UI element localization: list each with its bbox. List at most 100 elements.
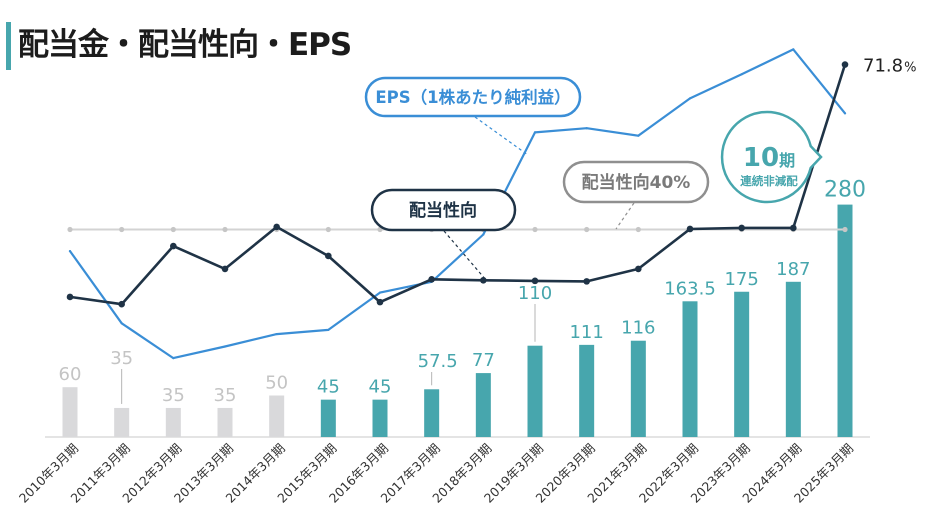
- eps-callout-label: EPS（1株あたり純利益）: [375, 87, 570, 107]
- dividend-bar: [114, 407, 130, 437]
- dividend-bar: [837, 204, 853, 437]
- dividend-value-label: 116: [621, 318, 655, 339]
- dividend-value-label: 77: [472, 350, 495, 371]
- eps-point: [637, 134, 640, 137]
- reference-line-dot: [842, 226, 848, 233]
- payout-ratio-point: [841, 61, 849, 68]
- streak-badge: 10期 連続非減配: [720, 110, 823, 204]
- dividend-bar: [475, 373, 491, 437]
- streak-count-unit: 期: [779, 151, 795, 170]
- dividend-value-label: 57.5: [418, 351, 458, 372]
- payout-ratio-callout: 配当性向: [370, 188, 517, 281]
- eps-line: [68, 48, 847, 360]
- streak-badge-bubble: [720, 110, 823, 204]
- dividend-value-label: 187: [776, 259, 810, 280]
- eps-point: [533, 131, 537, 134]
- streak-count-number: 10: [743, 143, 779, 173]
- title-accent-bar: [6, 22, 11, 70]
- eps-point: [585, 127, 588, 130]
- payout-ratio-point: [325, 252, 332, 260]
- eps-point: [223, 345, 227, 348]
- eps-point: [843, 112, 847, 115]
- reference-line-dot: [67, 226, 73, 233]
- dividend-bar: [785, 281, 801, 437]
- dividend-value-label: 110: [518, 283, 552, 304]
- payout-ratio-point: [118, 300, 125, 308]
- eps-point: [327, 328, 330, 332]
- dividend-value-label: 35: [110, 348, 133, 369]
- payout-ratio-point: [738, 224, 745, 232]
- dividend-value-label: 45: [317, 377, 340, 398]
- dividend-value-label: 111: [569, 322, 603, 343]
- payout-ratio-point: [480, 277, 487, 284]
- payout-ratio-point: [531, 277, 539, 285]
- dividend-bar: [424, 389, 440, 437]
- dividend-bars: [62, 204, 853, 437]
- streak-badge-count: 10期: [743, 143, 795, 173]
- reference-line-dot: [584, 226, 590, 233]
- dividend-value-label: 175: [724, 269, 758, 290]
- payout-ratio-series: 71.8%: [66, 56, 916, 308]
- reference-line-dot: [222, 226, 228, 233]
- reference-callout-box: [562, 160, 710, 204]
- reference-line-dot: [170, 226, 176, 233]
- dividend-value-label: 60: [59, 364, 82, 385]
- payout-ratio-point: [66, 293, 74, 301]
- dividend-bar: [217, 407, 233, 437]
- payout-ratio-point: [273, 223, 280, 231]
- payout-ratio-point: [376, 298, 384, 306]
- payout-ratio-value: 71.8: [863, 56, 903, 77]
- payout-ratio-line: [68, 63, 847, 306]
- dividend-bar: [579, 344, 595, 437]
- payout-ratio-value-label: 71.8%: [863, 56, 916, 77]
- reference-line-dot: [635, 226, 641, 233]
- eps-point: [378, 291, 382, 294]
- payout-callout-label: 配当性向: [409, 200, 477, 221]
- eps-point: [68, 249, 72, 253]
- dividend-value-label: 35: [214, 385, 237, 406]
- eps-point: [792, 48, 795, 51]
- dividend-value-labels: 60 35 35 35 50 45 45 57.5 77 110 111 116 163.5 175 187…: [59, 178, 866, 406]
- x-tick-labels: 2010年3月期2011年3月期2012年3月期2013年3月期2014年3月期…: [16, 441, 856, 506]
- eps-point: [275, 332, 278, 336]
- dividend-value-label: 280: [824, 178, 866, 203]
- eps-point: [172, 357, 175, 360]
- eps-point: [740, 73, 743, 76]
- eps-callout: EPS（1株あたり純利益）: [364, 76, 582, 156]
- dividend-value-label: 163.5: [664, 278, 716, 299]
- dividend-bar: [372, 399, 388, 437]
- eps-callout-box: [364, 76, 582, 118]
- reference-callout-leader: [615, 202, 635, 230]
- dividend-bar: [320, 399, 336, 437]
- dividend-value-label: 50: [265, 373, 288, 394]
- streak-badge-text: 連続非減配: [740, 174, 798, 188]
- payout-ratio-point: [428, 276, 435, 283]
- eps-point: [482, 233, 485, 236]
- reference-line-dot: [532, 226, 538, 233]
- dividend-value-label: 35: [162, 385, 185, 406]
- payout-ratio-point: [583, 278, 590, 285]
- eps-point: [688, 97, 692, 100]
- dividend-bar: [269, 395, 285, 437]
- eps-callout-leader: [474, 116, 529, 156]
- dividend-bar: [682, 301, 698, 437]
- dividend-bar: [165, 407, 181, 437]
- dividend-value-label: 45: [369, 377, 392, 398]
- payout-callout-leader: [443, 230, 487, 281]
- reference-line-dot: [325, 226, 331, 233]
- payout-ratio-point: [635, 265, 642, 273]
- payout-ratio-unit: %: [904, 61, 916, 76]
- reference-callout-label: 配当性向40%: [582, 172, 691, 193]
- dividend-bar: [630, 340, 646, 437]
- payout-ratio-point: [221, 265, 229, 273]
- reference-line-callout: 配当性向40%: [562, 160, 710, 230]
- payout-ratio-point: [170, 242, 177, 250]
- payout-ratio-point: [686, 225, 694, 233]
- payout-ratio-point: [790, 224, 797, 232]
- eps-point: [120, 322, 123, 325]
- reference-line-dot: [119, 226, 125, 233]
- page-title: 配当金・配当性向・EPS: [18, 27, 352, 63]
- dividend-bar: [734, 291, 750, 437]
- dividend-bar: [527, 345, 543, 437]
